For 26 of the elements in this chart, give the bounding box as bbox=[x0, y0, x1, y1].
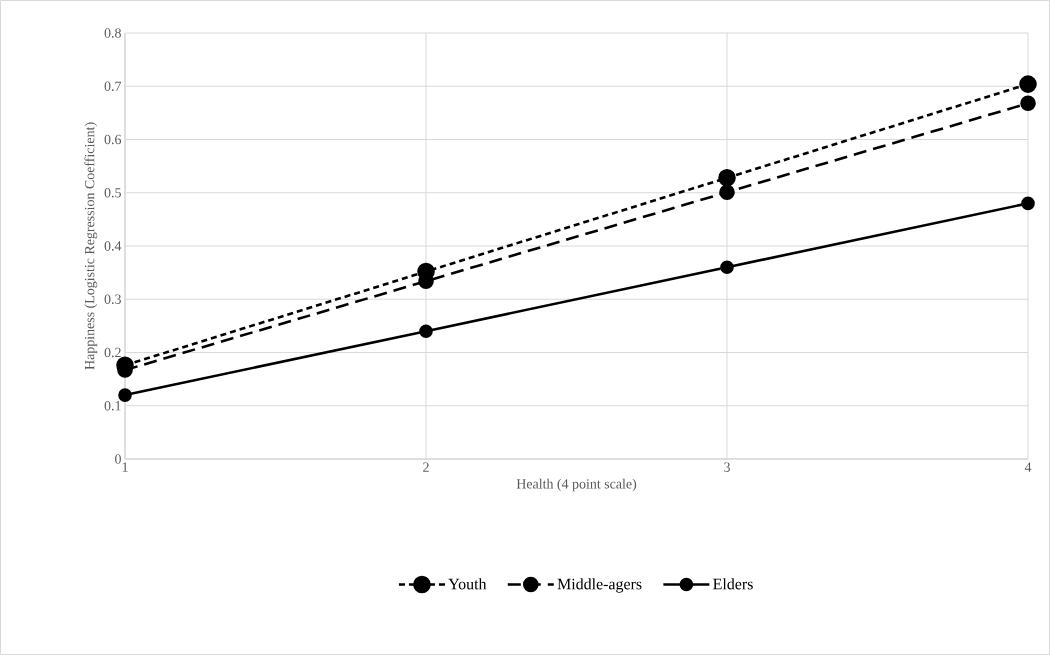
y-tick-label: 0.4 bbox=[104, 241, 122, 251]
y-tick-label: 0.3 bbox=[104, 294, 121, 304]
point bbox=[719, 184, 735, 201]
y-tick-label: 0.8 bbox=[104, 28, 121, 38]
point bbox=[419, 324, 433, 338]
legend-label: Youth bbox=[448, 578, 487, 590]
point bbox=[118, 388, 132, 402]
point bbox=[1019, 75, 1037, 93]
y-tick-label: 0.7 bbox=[104, 81, 122, 91]
x-tick-label: 3 bbox=[724, 462, 730, 472]
y-tick-label: 0 bbox=[115, 454, 121, 464]
y-tick-label: 0.6 bbox=[104, 134, 122, 145]
point bbox=[1021, 196, 1035, 211]
legend-label: Elders bbox=[713, 578, 753, 590]
x-tick-label: 2 bbox=[423, 462, 429, 472]
y-axis-title: Happiness (Logistic Regression Coefficient) bbox=[84, 122, 98, 370]
x-axis-title: Health (4 point scale) bbox=[516, 478, 637, 492]
y-tick-label: 0.2 bbox=[104, 347, 121, 358]
legend-label: Middle-agers bbox=[557, 578, 642, 593]
y-tick-label: 0.5 bbox=[104, 188, 121, 198]
point bbox=[1020, 95, 1036, 112]
point bbox=[720, 260, 734, 275]
x-tick-label: 1 bbox=[122, 462, 128, 472]
y-tick-label: 0.1 bbox=[104, 400, 121, 411]
point bbox=[718, 169, 736, 187]
x-tick-label: 4 bbox=[1024, 462, 1032, 472]
